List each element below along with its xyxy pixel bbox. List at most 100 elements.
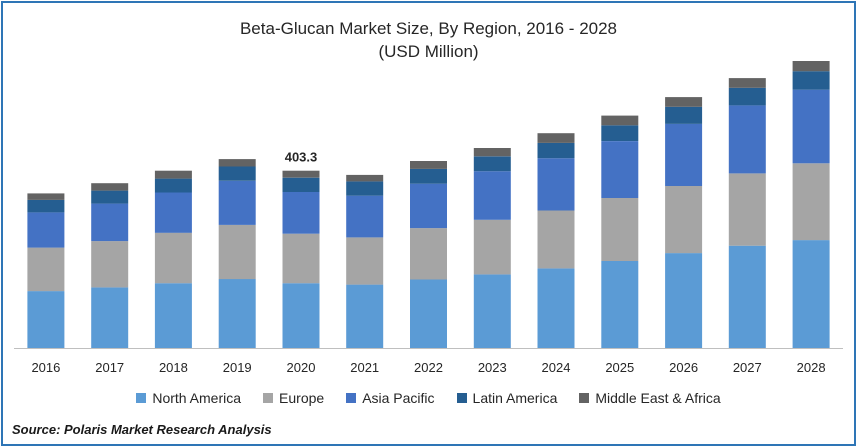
bar-2028-series-3	[792, 71, 830, 90]
bar-2016-series-1	[27, 247, 65, 292]
legend-item: Latin America	[456, 390, 558, 406]
bar-2024-series-4	[537, 133, 575, 143]
bar-2026-series-4	[665, 97, 703, 107]
bar-2022-series-2	[410, 183, 447, 229]
source-note: Source: Polaris Market Research Analysis	[12, 422, 272, 437]
bar-2017-series-3	[91, 190, 129, 204]
bar-2026-series-0	[665, 253, 703, 348]
bar-2018-series-0	[154, 283, 192, 348]
legend-label: Asia Pacific	[362, 390, 435, 406]
bar-2026-series-2	[665, 124, 703, 186]
bar-2021-series-3	[346, 181, 384, 196]
bar-2023-series-4	[473, 148, 511, 157]
x-tick-label: 2023	[478, 360, 507, 375]
x-tick-label: 2020	[287, 360, 316, 375]
bar-2027-series-1	[728, 173, 766, 246]
bar-2018-series-4	[154, 170, 192, 179]
x-tick-label: 2017	[95, 360, 124, 375]
bar-2021-series-2	[346, 195, 384, 238]
bar-2017-series-4	[91, 183, 129, 191]
bar-2025-series-1	[601, 198, 639, 261]
legend-label: Europe	[279, 390, 325, 406]
bar-2025-series-0	[601, 261, 639, 348]
bar-2019-series-3	[218, 166, 256, 181]
bar-2022-series-1	[410, 228, 447, 280]
bar-2028-series-4	[792, 61, 830, 72]
bar-2022-series-3	[410, 168, 447, 184]
x-tick-label: 2024	[542, 360, 571, 375]
bar-chart: 2016 2017 2018 2019 2020 403.3 2021 2022 2023 202…	[14, 61, 843, 375]
bar-2028-series-1	[792, 163, 830, 241]
bar-2027-series-0	[728, 245, 766, 348]
chart-subtitle: (USD Million)	[378, 42, 479, 61]
legend-label: Middle East & Africa	[595, 390, 721, 406]
chart-legend: North America Europe Asia Pacific Latin Ame…	[3, 390, 854, 406]
legend-item: Middle East & Africa	[579, 390, 721, 406]
bar-2017-series-2	[91, 203, 129, 242]
bar-2024-series-2	[537, 158, 575, 211]
chart-title: Beta-Glucan Market Size, By Region, 2016…	[239, 19, 618, 38]
bar-2019-series-1	[218, 224, 256, 280]
bar-2018-series-3	[154, 178, 192, 193]
legend-label: Latin America	[472, 390, 558, 406]
bar-2021-series-4	[346, 174, 384, 182]
bar-2019-series-0	[218, 279, 256, 348]
legend-swatch	[346, 393, 357, 403]
bar-2025-series-4	[601, 115, 639, 126]
bar-2023-series-2	[473, 171, 511, 220]
bar-2026-series-1	[665, 186, 703, 254]
bar-2027-series-2	[728, 105, 766, 174]
legend-swatch	[136, 393, 147, 403]
bar-2020-series-1	[282, 233, 320, 284]
bar-2020-series-3	[282, 177, 320, 192]
x-tick-label: 2027	[733, 360, 762, 375]
bar-2023-series-0	[473, 274, 511, 348]
bar-2019-series-4	[218, 159, 256, 167]
legend-swatch	[263, 393, 274, 403]
bar-2026-series-3	[665, 106, 703, 124]
legend-label: North America	[152, 390, 242, 406]
bar-2017-series-0	[91, 287, 129, 348]
bar-2018-series-1	[154, 232, 192, 284]
legend-swatch	[579, 393, 590, 403]
bar-2022-series-0	[410, 279, 447, 348]
x-tick-label: 2016	[31, 360, 60, 375]
bar-2021-series-1	[346, 237, 384, 285]
bar-2025-series-3	[601, 125, 639, 141]
bar-2027-series-3	[728, 87, 766, 106]
bar-2024-series-1	[537, 210, 575, 269]
bar-2021-series-0	[346, 284, 384, 348]
bar-2023-series-3	[473, 156, 511, 172]
x-tick-label: 2018	[159, 360, 188, 375]
bar-2018-series-2	[154, 192, 192, 233]
bar-2027-series-4	[728, 78, 766, 88]
legend-swatch	[456, 393, 467, 403]
x-tick-label: 2019	[223, 360, 252, 375]
bar-2019-series-2	[218, 180, 256, 225]
bar-2016-series-4	[27, 193, 65, 200]
x-tick-label: 2022	[414, 360, 443, 375]
x-tick-label: 2021	[350, 360, 379, 375]
x-tick-label: 2028	[797, 360, 826, 375]
bar-2024-series-0	[537, 268, 575, 348]
x-tick-label: 2026	[669, 360, 698, 375]
bar-2022-series-4	[410, 161, 447, 169]
bar-2016-series-2	[27, 212, 65, 248]
legend-item: Asia Pacific	[346, 390, 435, 406]
legend-item: North America	[136, 390, 241, 406]
legend-item: Europe	[263, 390, 324, 406]
bar-2025-series-2	[601, 141, 639, 198]
data-label-2020: 403.3	[285, 150, 318, 165]
bar-2023-series-1	[473, 219, 511, 275]
bar-2016-series-0	[27, 291, 65, 348]
bar-2020-series-4	[282, 170, 320, 178]
bar-2028-series-0	[792, 240, 830, 348]
x-tick-label: 2025	[605, 360, 634, 375]
bar-2016-series-3	[27, 199, 65, 213]
bar-2017-series-1	[91, 241, 129, 288]
bar-2028-series-2	[792, 89, 830, 164]
bar-2020-series-0	[282, 283, 320, 348]
bar-2020-series-2	[282, 192, 320, 234]
bar-2024-series-3	[537, 142, 575, 159]
